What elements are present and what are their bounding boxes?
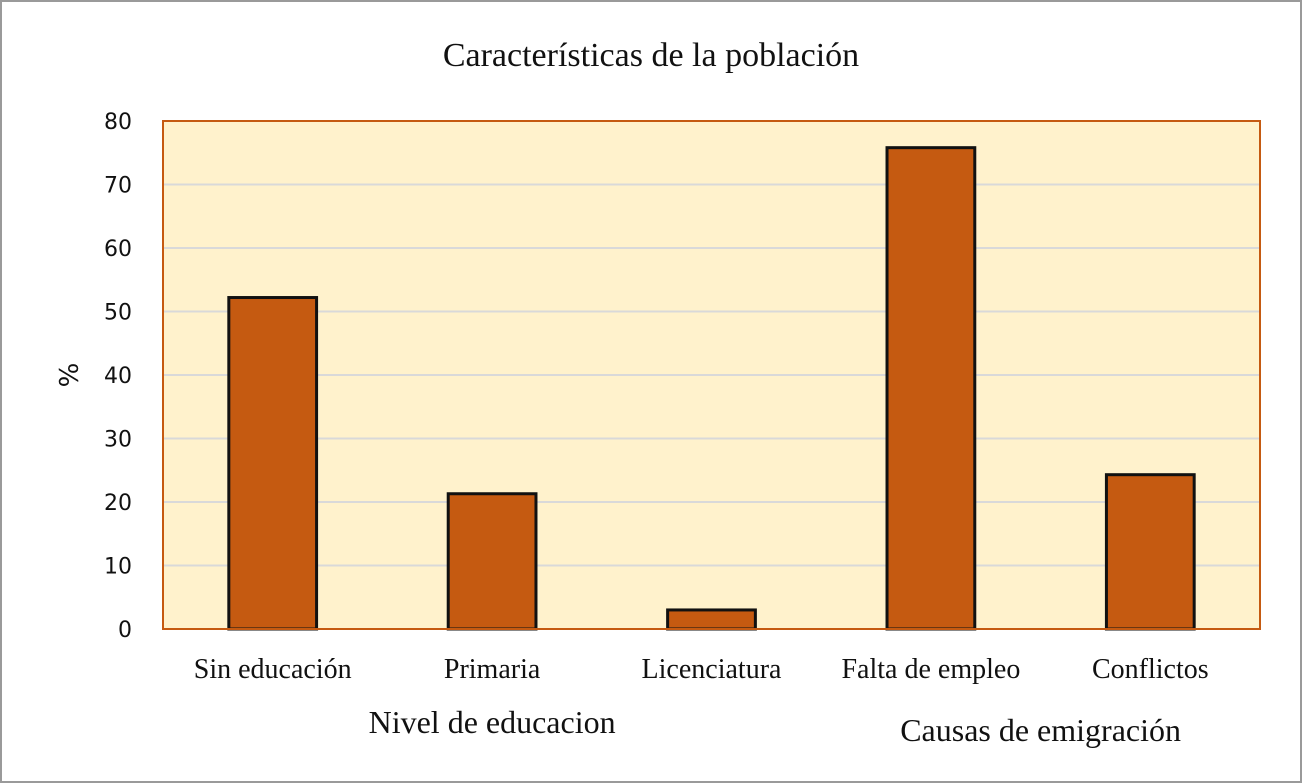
x-axis-ticks: Sin educación Primaria Licenciatura Falta d… [194, 654, 1209, 685]
x-tick-label: Sin educación [194, 654, 352, 685]
x-tick-label: Primaria [444, 654, 541, 685]
y-tick-label: 80 [104, 110, 132, 135]
bar [885, 146, 977, 631]
y-axis-ticks: 0 10 20 30 40 50 60 70 80 [104, 110, 132, 643]
x-tick-label: Licenciatura [642, 654, 782, 685]
y-tick-label: 20 [104, 491, 132, 516]
y-tick-label: 50 [104, 301, 132, 326]
bars [227, 146, 1196, 631]
chart-title: Características de la población [443, 37, 859, 74]
x-tick-label: Falta de empleo [841, 654, 1020, 685]
gridlines [163, 183, 1260, 567]
bar [227, 296, 319, 631]
x-tick-label: Conflictos [1092, 654, 1209, 685]
bar [1104, 473, 1196, 631]
category-group-label: Nivel de educacion [369, 704, 616, 740]
y-tick-label: 30 [104, 428, 132, 453]
bar [446, 492, 538, 631]
y-axis-label: % [55, 363, 85, 388]
y-tick-label: 70 [104, 174, 132, 199]
y-tick-label: 0 [118, 618, 132, 643]
category-groups: Nivel de educacion Causas de emigración [369, 704, 1181, 748]
bar [666, 608, 757, 631]
plot-border [162, 120, 1261, 630]
y-tick-label: 10 [104, 555, 132, 580]
y-tick-label: 40 [104, 364, 132, 389]
y-tick-label: 60 [104, 237, 132, 262]
category-group-label: Causas de emigración [900, 712, 1181, 748]
